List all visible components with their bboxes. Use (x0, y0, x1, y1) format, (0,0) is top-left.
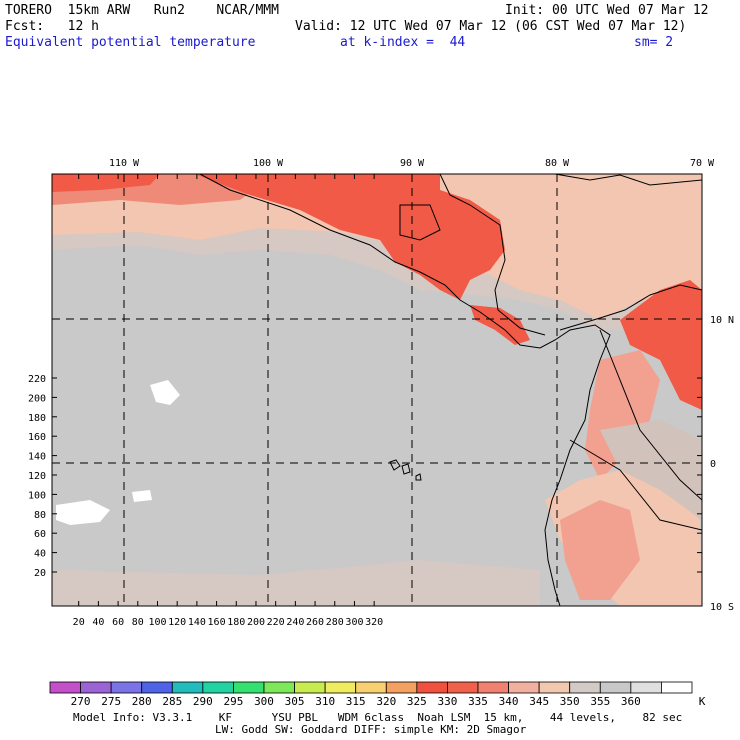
x-tick-label: 300 (345, 617, 363, 628)
temperature-field (52, 174, 702, 606)
galapagos-islands (389, 459, 422, 481)
guatemala-border (399, 204, 441, 241)
model-info: Model Info: V3.3.1 KF YSU PBL WDM 6class… (73, 711, 683, 724)
plot-frame (51, 173, 703, 607)
y-tick-label: 100 (28, 490, 46, 501)
north-south-america-coast (559, 284, 702, 331)
y-ticks (52, 377, 702, 573)
y-tick-labels: 20 40 60 80 100 120 140 160 180 200 220 (28, 374, 46, 579)
x-tick-label: 240 (286, 617, 304, 628)
longitude-label: 90 W (400, 158, 425, 169)
y-tick-label: 20 (34, 568, 46, 579)
field-band-345-amazon (600, 420, 702, 520)
valid-time: Valid: 12 UTC Wed 07 Mar 12 (06 CST Wed … (295, 19, 687, 34)
x-tick-label: 20 (73, 617, 85, 628)
pacific-coastline (199, 174, 611, 606)
coastlines (199, 174, 702, 606)
x-tick-label: 160 (208, 617, 226, 628)
field-patch-360-a (150, 380, 180, 405)
caribbean-islands (554, 174, 702, 186)
model-run-title: TORERO 15km ARW Run2 NCAR/MMM (5, 3, 279, 18)
x-ticks (78, 174, 375, 606)
field-name: Equivalent potential temperature (5, 35, 256, 50)
x-tick-label: 220 (267, 617, 285, 628)
physics-info: LW: Godd SW: Goddard DIFF: simple KM: 2D… (215, 723, 527, 736)
x-tick-label: 60 (112, 617, 124, 628)
x-tick-label: 120 (168, 617, 186, 628)
x-tick-label: 280 (326, 617, 344, 628)
x-tick-labels: 20 40 60 80 100 120 140 160 180 200 220 240 260 280 30… (73, 617, 384, 628)
y-tick-label: 60 (34, 529, 46, 540)
y-tick-label: 40 (34, 549, 46, 560)
x-tick-label: 200 (247, 617, 265, 628)
y-tick-label: 180 (28, 413, 46, 424)
lat-lon-grid (52, 174, 702, 606)
init-time: Init: 00 UTC Wed 07 Mar 12 (505, 3, 709, 18)
y-tick-label: 140 (28, 452, 46, 463)
field-patch-360-b (56, 500, 110, 525)
y-tick-label: 220 (28, 374, 46, 385)
forecast-hour: Fcst: 12 h (5, 19, 99, 34)
x-tick-label: 260 (306, 617, 324, 628)
ecuador-peru-border (569, 439, 702, 531)
x-tick-label: 100 (148, 617, 166, 628)
latitude-label: 10 N (710, 315, 734, 326)
x-tick-label: 140 (188, 617, 206, 628)
longitude-label: 110 W (109, 158, 140, 169)
x-tick-label: 80 (132, 617, 144, 628)
smoothing-value: sm= 2 (634, 35, 674, 50)
y-tick-label: 160 (28, 432, 46, 443)
latitude-label: 10 S (710, 602, 734, 613)
colombia-border (599, 329, 702, 501)
y-tick-label: 120 (28, 471, 46, 482)
field-patch-360-c (132, 490, 152, 502)
longitude-label: 70 W (690, 158, 715, 169)
x-tick-label: 40 (92, 617, 104, 628)
latitude-label: 0 (710, 459, 716, 470)
field-band-335-andes (560, 500, 640, 600)
longitude-labels: 110 W 100 W 90 W 80 W 70 W (109, 158, 715, 169)
vertical-level: at k-index = 44 (340, 35, 466, 50)
latitude-labels: 10 N 0 10 S (710, 315, 734, 613)
field-band-330-venezuela (620, 280, 702, 410)
field-band-340 (52, 174, 702, 320)
field-band-335-colombia (585, 350, 660, 480)
x-tick-label: 180 (227, 617, 245, 628)
field-band-345-south (52, 560, 540, 606)
y-tick-label: 80 (34, 510, 46, 521)
x-tick-label: 320 (365, 617, 383, 628)
longitude-label: 80 W (545, 158, 570, 169)
y-tick-label: 200 (28, 393, 46, 404)
caribbean-coastline (439, 174, 546, 336)
longitude-label: 100 W (253, 158, 284, 169)
